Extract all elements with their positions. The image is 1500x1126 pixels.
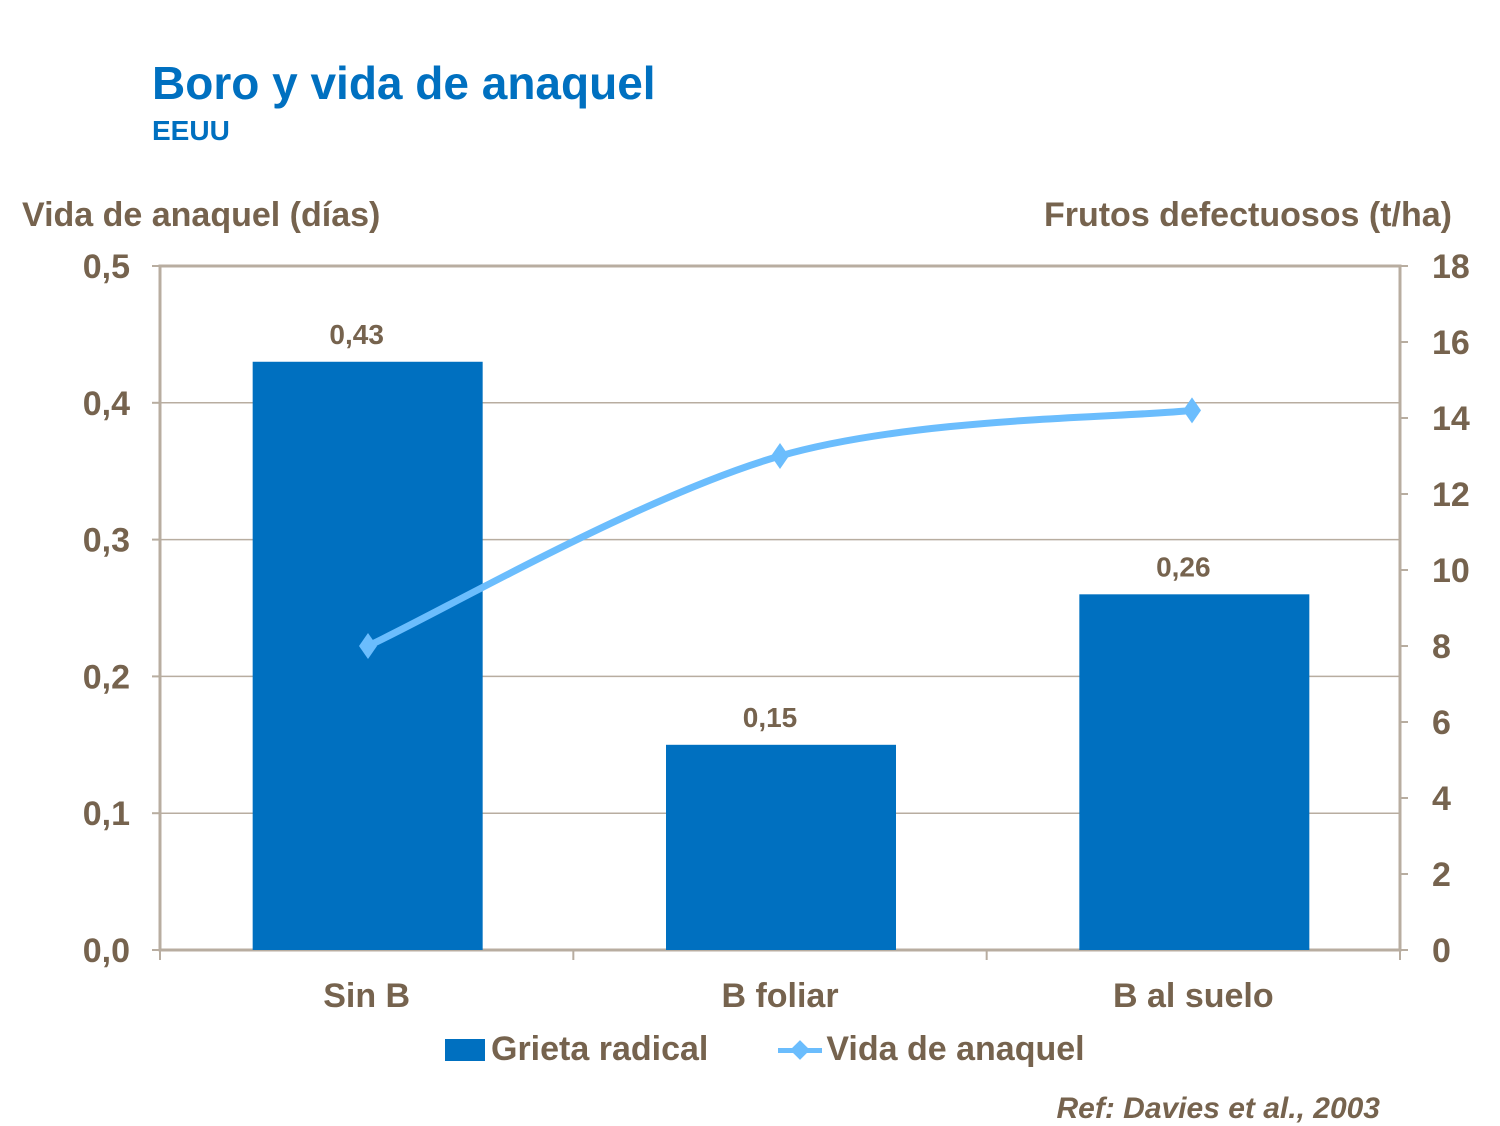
chart-subtitle: EEUU [152, 115, 230, 146]
left-tick-label: 0,0 [83, 932, 130, 970]
legend-line-label: Vida de anaquel [826, 1030, 1085, 1068]
left-tick-label: 0,2 [83, 658, 130, 696]
bar-data-label: 0,15 [743, 702, 798, 733]
x-tick-label: B al suelo [1113, 977, 1274, 1015]
legend-bar-label: Grieta radical [491, 1030, 709, 1068]
x-tick-label: Sin B [323, 977, 410, 1015]
right-tick-label: 0 [1432, 932, 1451, 970]
left-axis-label: Vida de anaquel (días) [22, 196, 381, 234]
right-tick-label: 16 [1432, 324, 1470, 362]
bar [666, 744, 896, 950]
reference-note: Ref: Davies et al., 2003 [1056, 1092, 1380, 1125]
line-marker-diamond [359, 633, 377, 659]
right-tick-label: 4 [1432, 780, 1451, 818]
legend-bar-swatch [445, 1038, 485, 1061]
left-tick-label: 0,1 [83, 795, 130, 833]
right-tick-label: 18 [1432, 248, 1470, 286]
bar-data-label: 0,43 [329, 319, 384, 350]
left-tick-label: 0,5 [83, 248, 130, 286]
left-tick-label: 0,3 [83, 522, 130, 560]
right-tick-label: 8 [1432, 628, 1451, 666]
line-marker-diamond [771, 443, 789, 469]
right-tick-label: 10 [1432, 552, 1470, 590]
right-axis-label: Frutos defectuosos (t/ha) [1043, 196, 1452, 234]
right-tick-label: 2 [1432, 856, 1451, 894]
left-tick-label: 0,4 [83, 385, 130, 423]
right-tick-label: 12 [1432, 476, 1470, 514]
bar [1079, 594, 1310, 950]
line-marker-diamond [1183, 397, 1201, 424]
chart-title: Boro y vida de anaquel [152, 57, 656, 109]
bar-data-label: 0,26 [1156, 551, 1211, 582]
legend: Grieta radical Vida de anaquel [445, 1030, 1085, 1069]
right-tick-label: 14 [1432, 400, 1470, 438]
legend-line-swatch [778, 1039, 823, 1061]
right-tick-label: 6 [1432, 704, 1451, 742]
x-tick-label: B foliar [721, 977, 838, 1015]
